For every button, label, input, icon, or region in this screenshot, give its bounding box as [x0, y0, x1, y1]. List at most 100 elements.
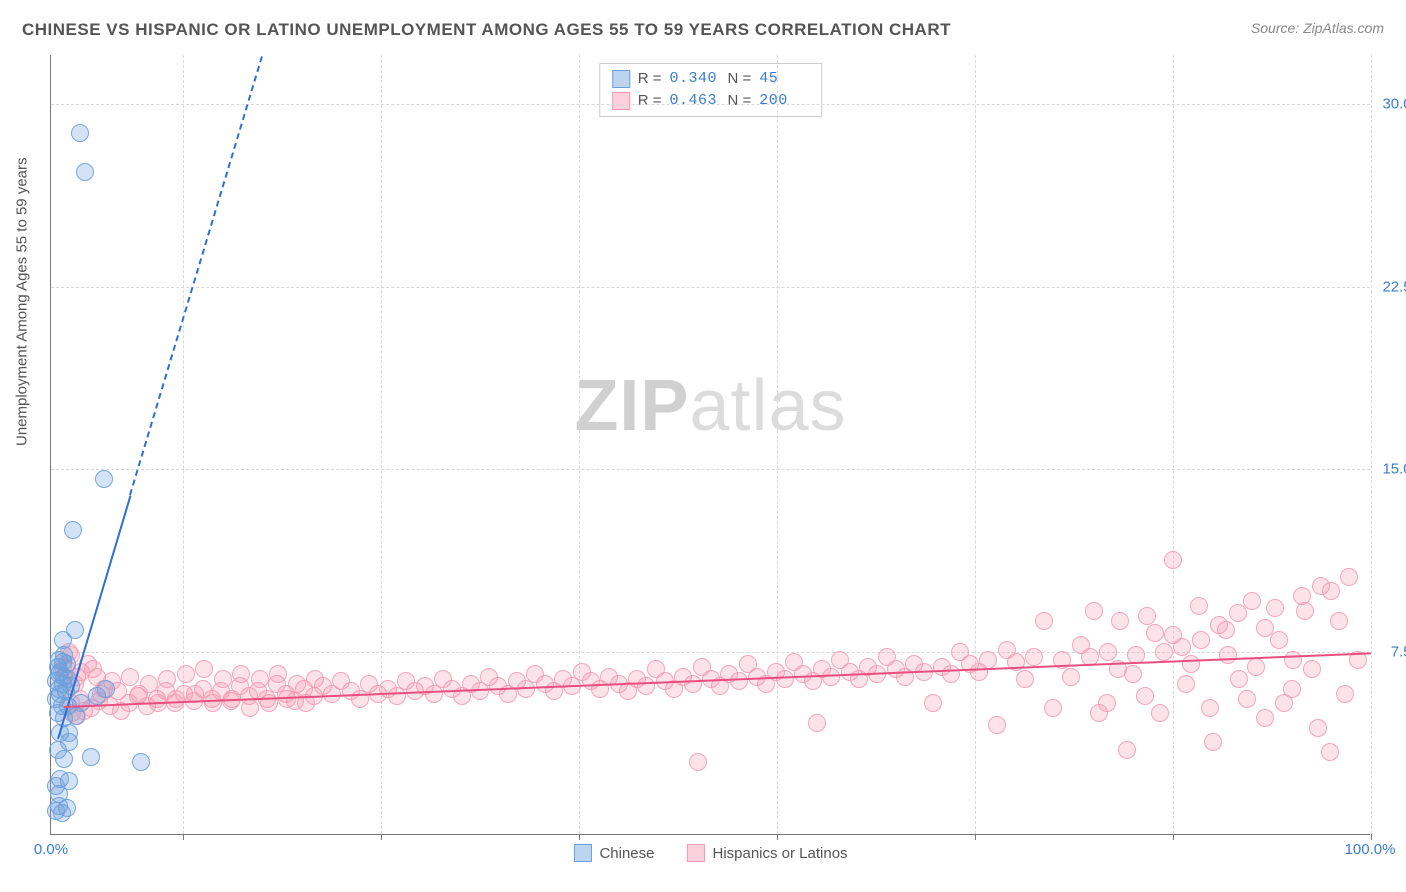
- scatter-point: [1296, 602, 1314, 620]
- x-tick: [1173, 834, 1174, 840]
- scatter-point: [76, 163, 94, 181]
- scatter-point: [140, 675, 158, 693]
- legend-swatch: [686, 844, 704, 862]
- legend-stat-row: R =0.463N =200: [612, 90, 810, 112]
- scatter-point: [1303, 660, 1321, 678]
- scatter-point: [167, 690, 185, 708]
- scatter-point: [1098, 694, 1116, 712]
- scatter-point: [54, 631, 72, 649]
- scatter-point: [1164, 551, 1182, 569]
- scatter-point: [158, 670, 176, 688]
- scatter-point: [1025, 648, 1043, 666]
- watermark-bold: ZIP: [574, 366, 689, 446]
- scatter-point: [1266, 599, 1284, 617]
- legend-stat-row: R = 0.340 N = 45: [612, 68, 810, 90]
- scatter-point: [1238, 690, 1256, 708]
- scatter-point: [1085, 602, 1103, 620]
- x-max-label: 100.0%: [1345, 841, 1396, 858]
- scatter-point: [50, 785, 68, 803]
- scatter-point: [1204, 733, 1222, 751]
- scatter-point: [1035, 612, 1053, 630]
- scatter-point: [1256, 709, 1274, 727]
- chart-title: CHINESE VS HISPANIC OR LATINO UNEMPLOYME…: [22, 20, 951, 40]
- scatter-point: [60, 724, 78, 742]
- scatter-point: [82, 748, 100, 766]
- legend-series: Chinese Hispanics or Latinos: [573, 844, 847, 862]
- scatter-point: [1201, 699, 1219, 717]
- scatter-point: [808, 714, 826, 732]
- scatter-point: [1111, 612, 1129, 630]
- scatter-point: [776, 670, 794, 688]
- watermark: ZIPatlas: [574, 365, 846, 447]
- scatter-point: [1336, 685, 1354, 703]
- scatter-point: [1243, 592, 1261, 610]
- scatter-point: [1182, 655, 1200, 673]
- scatter-point: [97, 680, 115, 698]
- legend-series-label: Chinese: [599, 845, 654, 862]
- plot-area: ZIPatlas R =0.340N = 45R =0.463N =200 Ch…: [50, 55, 1370, 835]
- x-tick: [183, 834, 184, 840]
- n-value: 45: [759, 68, 809, 90]
- scatter-point: [979, 651, 997, 669]
- r-value: 0.340: [670, 68, 720, 90]
- y-tick-label: 15.0%: [1382, 461, 1406, 478]
- legend-series-item: Hispanics or Latinos: [686, 844, 847, 862]
- scatter-point: [1340, 568, 1358, 586]
- scatter-point: [1284, 651, 1302, 669]
- legend-series-label: Hispanics or Latinos: [712, 845, 847, 862]
- scatter-point: [64, 521, 82, 539]
- scatter-point: [71, 124, 89, 142]
- scatter-point: [204, 694, 222, 712]
- scatter-point: [1283, 680, 1301, 698]
- scatter-point: [1016, 670, 1034, 688]
- r-value: 0.463: [670, 90, 720, 112]
- x-tick: [777, 834, 778, 840]
- x-tick: [579, 834, 580, 840]
- scatter-point: [1321, 743, 1339, 761]
- scatter-point: [1219, 646, 1237, 664]
- scatter-point: [988, 716, 1006, 734]
- gridline-v: [579, 55, 580, 834]
- scatter-point: [684, 675, 702, 693]
- scatter-point: [924, 694, 942, 712]
- gridline-v: [777, 55, 778, 834]
- scatter-point: [1146, 624, 1164, 642]
- scatter-point: [942, 665, 960, 683]
- legend-swatch: [612, 92, 630, 110]
- scatter-point: [288, 675, 306, 693]
- scatter-point: [1177, 675, 1195, 693]
- scatter-point: [1229, 604, 1247, 622]
- scatter-point: [1190, 597, 1208, 615]
- scatter-point: [1247, 658, 1265, 676]
- n-label: N =: [728, 68, 752, 90]
- scatter-point: [1164, 626, 1182, 644]
- scatter-point: [269, 665, 287, 683]
- r-label: R =: [638, 68, 662, 90]
- gridline-v: [183, 55, 184, 834]
- r-label: R =: [638, 90, 662, 112]
- legend-swatch: [573, 844, 591, 862]
- scatter-point: [1192, 631, 1210, 649]
- trend-line: [129, 56, 263, 495]
- n-label: N =: [728, 90, 752, 112]
- source-attribution: Source: ZipAtlas.com: [1251, 20, 1384, 36]
- legend-series-item: Chinese: [573, 844, 654, 862]
- scatter-point: [1309, 719, 1327, 737]
- y-tick-label: 30.0%: [1382, 95, 1406, 112]
- scatter-point: [637, 677, 655, 695]
- scatter-point: [132, 753, 150, 771]
- scatter-point: [95, 470, 113, 488]
- scatter-point: [1230, 670, 1248, 688]
- scatter-point: [1138, 607, 1156, 625]
- scatter-point: [232, 665, 250, 683]
- scatter-point: [1136, 687, 1154, 705]
- gridline-v: [975, 55, 976, 834]
- legend-swatch: [612, 70, 630, 88]
- scatter-point: [689, 753, 707, 771]
- scatter-point: [195, 660, 213, 678]
- scatter-point: [306, 670, 324, 688]
- legend-correlation-box: R =0.340N = 45R =0.463N =200: [599, 63, 823, 117]
- y-tick-label: 22.5%: [1382, 278, 1406, 295]
- scatter-point: [214, 670, 232, 688]
- scatter-point: [121, 668, 139, 686]
